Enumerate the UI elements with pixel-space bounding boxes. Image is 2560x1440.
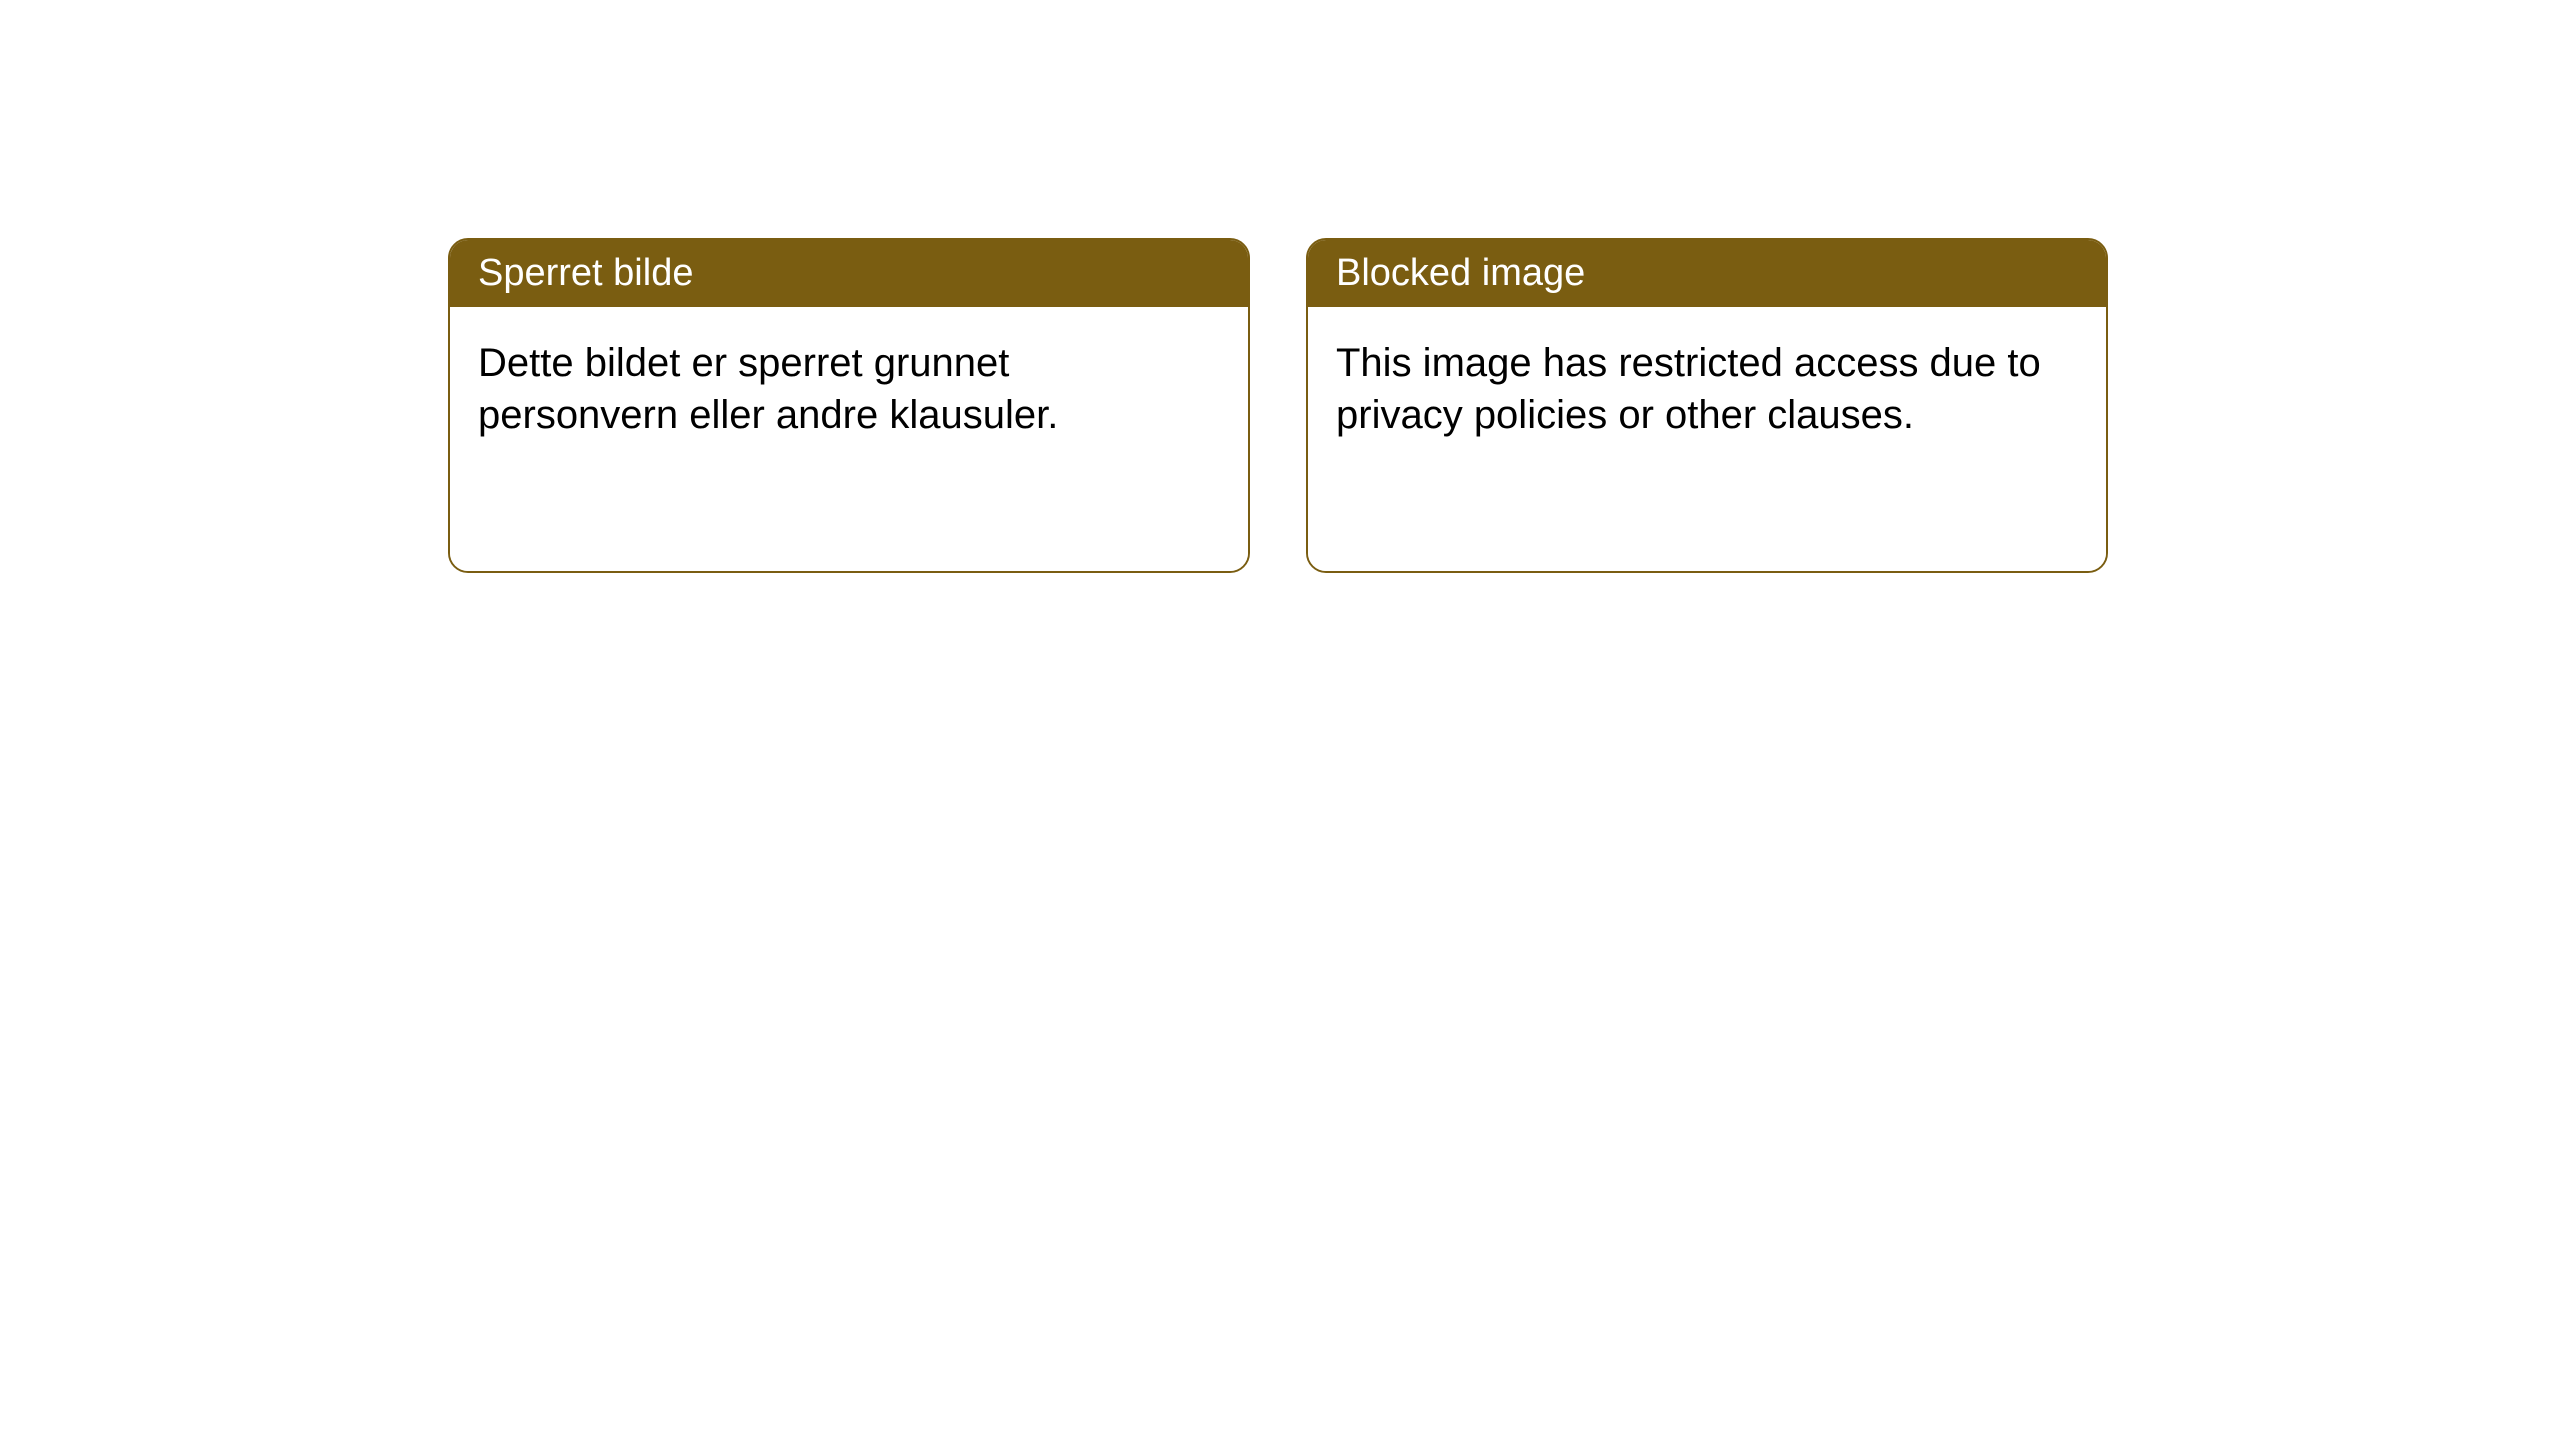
- notice-body: This image has restricted access due to …: [1308, 307, 2106, 571]
- notice-text: This image has restricted access due to …: [1336, 337, 2078, 441]
- notice-body: Dette bildet er sperret grunnet personve…: [450, 307, 1248, 571]
- notice-text: Dette bildet er sperret grunnet personve…: [478, 337, 1220, 441]
- notice-box-english: Blocked image This image has restricted …: [1306, 238, 2108, 573]
- notice-header: Sperret bilde: [450, 240, 1248, 307]
- notice-box-norwegian: Sperret bilde Dette bildet er sperret gr…: [448, 238, 1250, 573]
- notice-title: Blocked image: [1336, 252, 1585, 294]
- notice-container: Sperret bilde Dette bildet er sperret gr…: [448, 238, 2108, 573]
- notice-header: Blocked image: [1308, 240, 2106, 307]
- notice-title: Sperret bilde: [478, 252, 693, 294]
